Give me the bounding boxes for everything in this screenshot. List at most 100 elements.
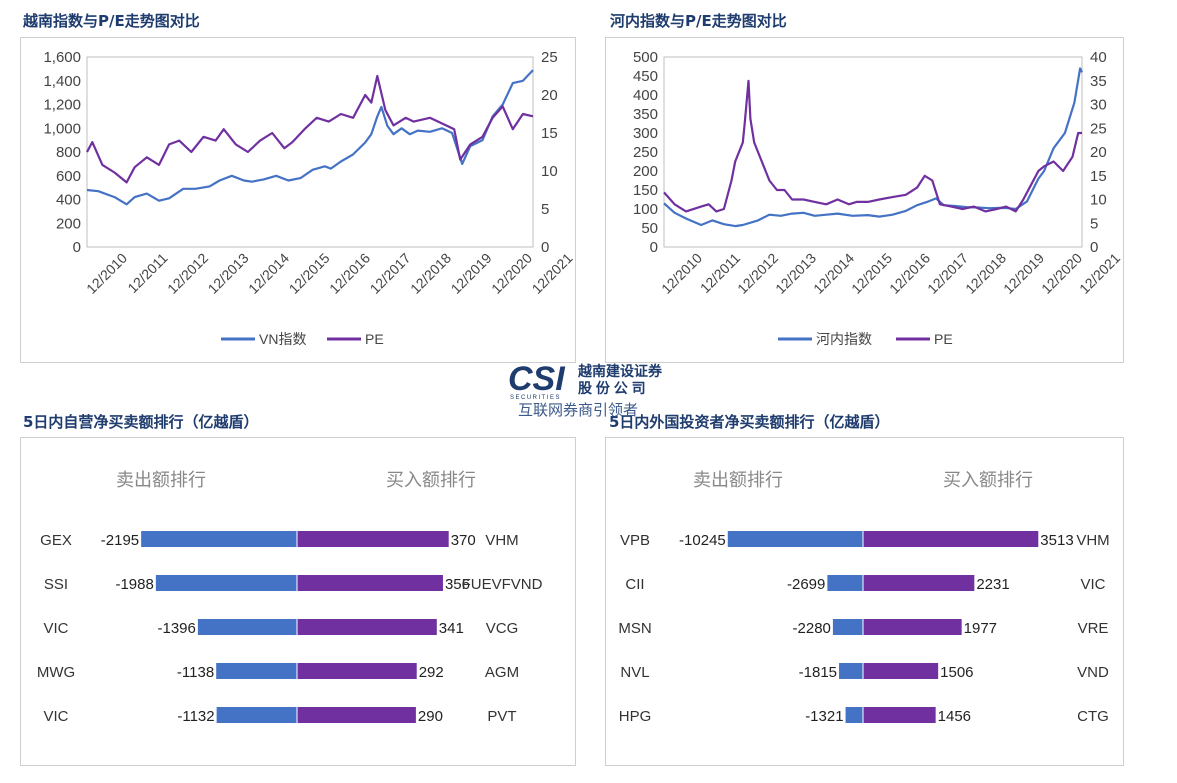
foreign-buy-value: 1456 xyxy=(938,708,971,725)
vn-y-left-tick: 0 xyxy=(73,239,81,256)
vn-x-tick: 12/2017 xyxy=(367,250,414,297)
proprietary-sell-bar xyxy=(197,619,297,635)
proprietary-sell-stock: GEX xyxy=(40,532,72,549)
foreign-buy-bar xyxy=(863,619,962,635)
hanoi-y-right-tick: 25 xyxy=(1090,120,1107,137)
vn-x-tick: 12/2015 xyxy=(286,250,333,297)
vn-y-left-tick: 1,400 xyxy=(43,73,81,90)
foreign-buy-stock: CTG xyxy=(1077,708,1109,725)
proprietary-buy-value: 370 xyxy=(451,532,476,549)
proprietary-sell-bar xyxy=(155,575,297,591)
csi-logo: CSI SECURITIES 越南建设证券 股 份 公 司 xyxy=(508,362,663,401)
hanoi-x-tick: 12/2019 xyxy=(1000,250,1047,297)
proprietary-buy-stock: FUEVFVND xyxy=(462,576,543,593)
foreign-sell-stock: MSN xyxy=(618,620,651,637)
vn-y-left-tick: 800 xyxy=(56,144,81,161)
hanoi-x-tick: 12/2021 xyxy=(1076,250,1123,297)
hanoi-y-right-tick: 35 xyxy=(1090,73,1107,90)
foreign-sell-bar xyxy=(845,707,863,723)
proprietary-buy-stock: VCG xyxy=(486,620,519,637)
foreign-buy-value: 1506 xyxy=(940,664,973,681)
proprietary-buy-bar xyxy=(297,663,417,679)
vn-line-chart: 0 200 400 600 800 1,000 1,200 1,400 1,600 0 5 10 15 2… xyxy=(43,49,576,347)
foreign-buy-bar xyxy=(863,663,939,679)
foreign-sell-stock: CII xyxy=(625,576,644,593)
hanoi-x-tick: 12/2017 xyxy=(924,250,971,297)
foreign-buy-stock: VHM xyxy=(1076,532,1109,549)
hanoi-y-right-tick: 20 xyxy=(1090,144,1107,161)
proprietary-sell-header: 卖出额排行 xyxy=(116,470,206,490)
foreign-sell-bar xyxy=(827,575,863,591)
proprietary-sell-value: -1396 xyxy=(158,620,196,637)
vn-series-line xyxy=(86,69,534,206)
proprietary-buy-value: 292 xyxy=(419,664,444,681)
hanoi-y-left-tick: 300 xyxy=(633,125,658,142)
proprietary-sell-bar xyxy=(216,707,297,723)
foreign-buy-stock: VIC xyxy=(1080,576,1105,593)
hanoi-legend-label: 河内指数 xyxy=(816,331,872,347)
proprietary-sell-bar xyxy=(216,663,297,679)
foreign-chart-panel: 卖出额排行 买入额排行 -10245 3513 VPB VHM -2699 2231 CII VI… xyxy=(605,437,1124,766)
proprietary-buy-stock: PVT xyxy=(487,708,516,725)
proprietary-sell-value: -1988 xyxy=(115,576,153,593)
vn-y-left-tick: 400 xyxy=(56,192,81,209)
watermark-text: 互联网券商引领者 xyxy=(518,401,639,419)
foreign-buy-bar xyxy=(863,707,936,723)
hanoi-y-left-tick: 50 xyxy=(641,220,658,237)
csi-logo-name-line2: 股 份 公 司 xyxy=(578,380,646,396)
proprietary-buy-bar xyxy=(297,575,443,591)
hanoi-x-tick: 12/2013 xyxy=(772,250,819,297)
foreign-buy-stock: VND xyxy=(1077,664,1109,681)
vn-x-tick: 12/2021 xyxy=(529,250,576,297)
hanoi-y-right-tick: 10 xyxy=(1090,192,1107,209)
vn-x-tick: 12/2018 xyxy=(407,250,454,297)
proprietary-buy-value: 341 xyxy=(439,620,464,637)
proprietary-buy-bar xyxy=(297,619,437,635)
proprietary-sell-stock: VIC xyxy=(43,708,68,725)
foreign-sell-bar xyxy=(832,619,863,635)
foreign-buy-bar xyxy=(863,575,975,591)
vn-x-tick: 12/2020 xyxy=(488,250,535,297)
foreign-sell-bar xyxy=(839,663,863,679)
foreign-sell-bar xyxy=(727,531,863,547)
vn-y-right-tick: 5 xyxy=(541,201,549,218)
hanoi-y-right-tick: 40 xyxy=(1090,49,1107,66)
foreign-chart-title: 5日内外国投资者净买卖额排行（亿越盾） xyxy=(609,413,890,431)
proprietary-sell-value: -1132 xyxy=(177,708,214,725)
foreign-sell-header: 卖出额排行 xyxy=(693,470,783,490)
vn-y-left-tick: 600 xyxy=(56,168,81,185)
hanoi-x-tick: 12/2020 xyxy=(1038,250,1085,297)
proprietary-buy-value: 290 xyxy=(418,708,443,725)
hanoi-y-left-tick: 100 xyxy=(633,201,658,218)
proprietary-sell-stock: MWG xyxy=(37,664,75,681)
proprietary-sell-stock: VIC xyxy=(43,620,68,637)
proprietary-sell-value: -1138 xyxy=(177,664,214,681)
hanoi-y-right-tick: 30 xyxy=(1090,97,1107,114)
proprietary-buy-header: 买入额排行 xyxy=(386,470,476,490)
foreign-sell-stock: NVL xyxy=(620,664,649,681)
vn-y-right-tick: 0 xyxy=(541,239,549,256)
foreign-sell-value: -2699 xyxy=(787,576,825,593)
hanoi-x-tick: 12/2014 xyxy=(810,250,857,297)
proprietary-chart-title: 5日内自营净买卖额排行（亿越盾） xyxy=(23,413,259,431)
hanoi-y-left-tick: 250 xyxy=(633,144,658,161)
hanoi-y-left-tick: 150 xyxy=(633,182,658,199)
vn-legend-label: VN指数 xyxy=(259,331,306,347)
vn-x-tick: 12/2012 xyxy=(164,250,211,297)
hanoi-y-left-tick: 400 xyxy=(633,87,658,104)
hanoi-y-left-tick: 500 xyxy=(633,49,658,66)
proprietary-bar-chart: 卖出额排行 买入额排行 -2195 370 GEX VHM -1988 356 SSI FUEVF… xyxy=(37,470,543,725)
foreign-buy-value: 1977 xyxy=(964,620,997,637)
proprietary-buy-stock: AGM xyxy=(485,664,519,681)
hanoi-y-left-tick: 0 xyxy=(650,239,658,256)
vn-x-tick: 12/2011 xyxy=(124,250,171,297)
vn-x-tick: 12/2019 xyxy=(448,250,495,297)
foreign-sell-value: -10245 xyxy=(679,532,726,549)
csi-logo-sub: SECURITIES xyxy=(510,395,561,401)
vn-y-left-tick: 1,600 xyxy=(43,49,81,66)
vn-legend-label: PE xyxy=(365,331,384,347)
vn-y-left-tick: 200 xyxy=(56,215,81,232)
foreign-sell-value: -2280 xyxy=(793,620,831,637)
proprietary-chart-panel: 卖出额排行 买入额排行 -2195 370 GEX VHM -1988 356 SSI FUEVF… xyxy=(20,437,576,766)
foreign-sell-stock: HPG xyxy=(619,708,652,725)
